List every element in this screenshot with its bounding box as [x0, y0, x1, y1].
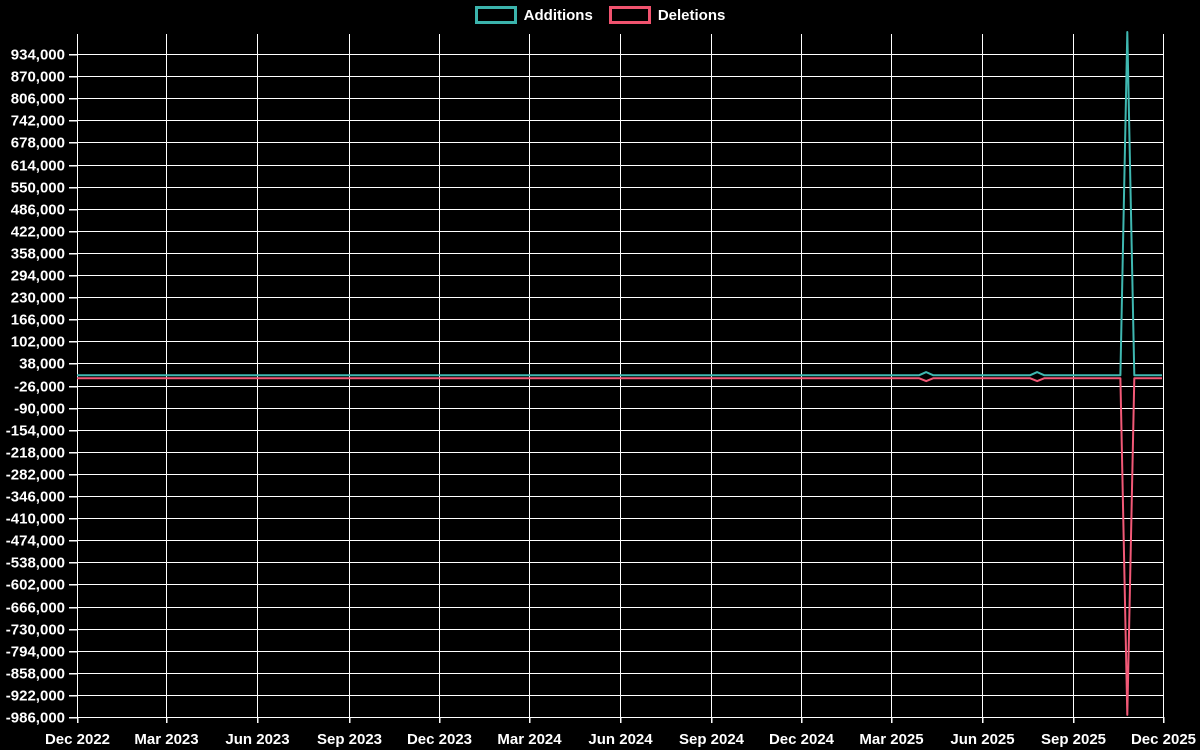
x-tick-label: Mar 2023 [134, 731, 198, 748]
y-tick-label: 486,000 [11, 202, 65, 219]
deletions-swatch-icon [608, 6, 651, 24]
y-tick-label: 38,000 [19, 356, 65, 373]
y-tick-label: -282,000 [6, 467, 65, 484]
y-tick-label: -922,000 [6, 688, 65, 705]
y-tick-label: -986,000 [6, 710, 65, 727]
x-tick-label: Jun 2025 [950, 731, 1014, 748]
legend-item-deletions[interactable]: Deletions [608, 6, 726, 24]
y-tick-label: 294,000 [11, 268, 65, 285]
x-tick-label: Jun 2023 [225, 731, 289, 748]
y-tick-label: -154,000 [6, 423, 65, 440]
legend-label-deletions: Deletions [657, 6, 726, 24]
additions-swatch-icon [474, 6, 517, 24]
series-line-deletions [77, 377, 1162, 716]
y-tick-label: -730,000 [6, 622, 65, 639]
x-tick-label: Sep 2025 [1041, 731, 1106, 748]
x-tick-label: Sep 2023 [317, 731, 382, 748]
x-tick-label: Dec 2023 [407, 731, 472, 748]
y-tick-label: -410,000 [6, 511, 65, 528]
y-tick-label: 422,000 [11, 224, 65, 241]
legend-item-additions[interactable]: Additions [474, 6, 593, 24]
y-tick-label: -794,000 [6, 644, 65, 661]
y-tick-label: -666,000 [6, 600, 65, 617]
y-tick-label: -538,000 [6, 555, 65, 572]
y-tick-label: -474,000 [6, 533, 65, 550]
x-tick-label: Mar 2024 [497, 731, 562, 748]
y-tick-label: 166,000 [11, 312, 65, 329]
y-tick-label: 742,000 [11, 113, 65, 130]
y-tick-label: 678,000 [11, 135, 65, 152]
chart-legend: Additions Deletions [0, 6, 1200, 24]
y-tick-label: 358,000 [11, 246, 65, 263]
y-tick-label: -218,000 [6, 445, 65, 462]
x-tick-label: Dec 2022 [45, 731, 110, 748]
y-tick-label: -602,000 [6, 577, 65, 594]
y-tick-label: 230,000 [11, 290, 65, 307]
x-tick-label: Dec 2025 [1131, 731, 1196, 748]
legend-label-additions: Additions [523, 6, 593, 24]
y-tick-label: 806,000 [11, 91, 65, 108]
x-tick-label: Mar 2025 [859, 731, 923, 748]
x-tick-label: Sep 2024 [679, 731, 745, 748]
y-tick-label: -346,000 [6, 489, 65, 506]
y-tick-label: 934,000 [11, 47, 65, 64]
x-tick-label: Dec 2024 [769, 731, 835, 748]
y-tick-label: -26,000 [14, 379, 65, 396]
x-tick-label: Jun 2024 [588, 731, 653, 748]
y-tick-label: 102,000 [11, 334, 65, 351]
y-tick-label: 550,000 [11, 180, 65, 197]
y-tick-label: 614,000 [11, 158, 65, 175]
y-tick-label: -858,000 [6, 666, 65, 683]
y-tick-label: -90,000 [14, 401, 65, 418]
y-tick-label: 870,000 [11, 69, 65, 86]
series-line-additions [77, 31, 1162, 377]
